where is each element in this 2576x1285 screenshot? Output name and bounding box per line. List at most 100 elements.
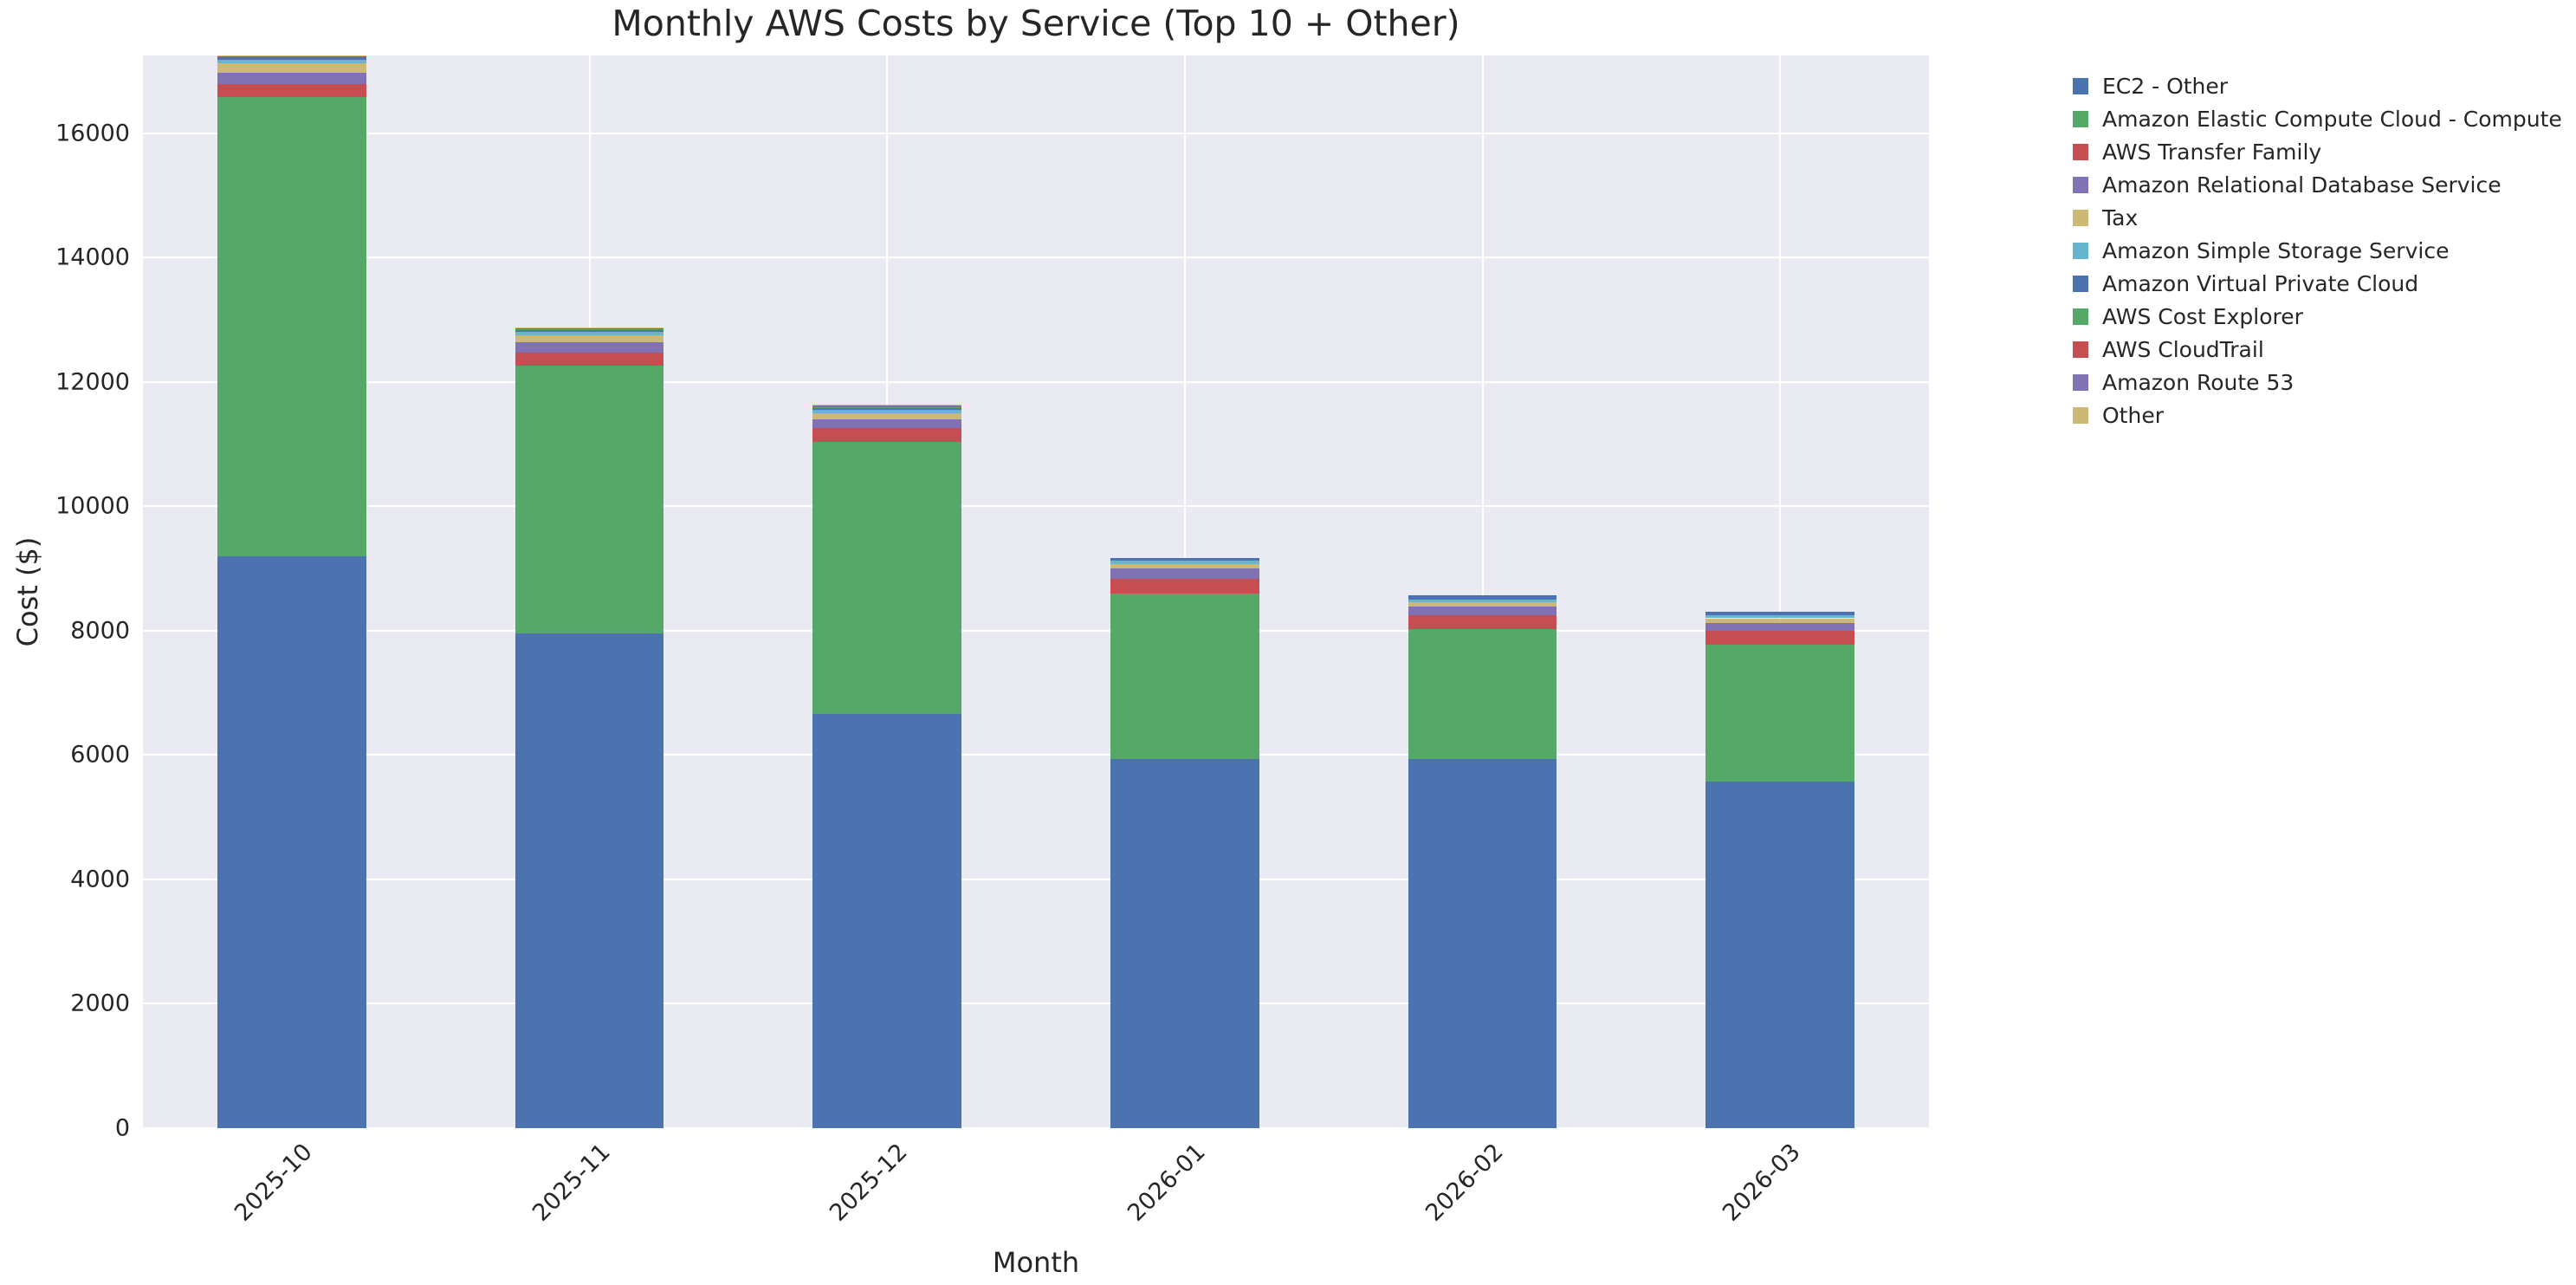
bar-segment-2025-10-amazon-elastic-compute-cloud-compute (217, 97, 366, 557)
legend-swatch-icon (2073, 308, 2088, 325)
bar-segment-2025-10-ec2-other (217, 556, 366, 1128)
xtick-label-2025-10: 2025-10 (230, 1139, 318, 1227)
bar-segment-2026-02-aws-transfer-family (1408, 614, 1557, 630)
bar-segment-2025-11-aws-transfer-family (515, 353, 664, 367)
legend-label: Amazon Virtual Private Cloud (2102, 270, 2419, 296)
bar-segment-2026-01-tax (1110, 564, 1259, 569)
bar-segment-2026-03-amazon-elastic-compute-cloud-compute (1705, 645, 1855, 782)
bar-segment-2025-12-tax (812, 412, 962, 419)
bar-segment-2025-10-amazon-relational-database-service (217, 72, 366, 84)
chart-title: Monthly AWS Costs by Service (Top 10 + O… (612, 3, 1460, 44)
bar-segment-2025-10-amazon-virtual-private-cloud (217, 56, 366, 61)
gridline-y-16000 (143, 132, 1929, 134)
bar-segment-2025-11-ec2-other (515, 633, 664, 1128)
legend-swatch-icon (2073, 275, 2088, 292)
bar-segment-2025-11-aws-cloudtrail (515, 328, 664, 330)
gridline-y-12000 (143, 380, 1929, 383)
legend-item-aws-transfer-family: AWS Transfer Family (2073, 139, 2322, 165)
legend-swatch-icon (2073, 406, 2088, 424)
bar-segment-2025-11-amazon-virtual-private-cloud (515, 329, 664, 333)
bar-segment-2025-10-tax (217, 62, 366, 73)
bar-segment-2026-02-amazon-simple-storage-service (1408, 599, 1557, 602)
plot-area (143, 55, 1929, 1129)
legend-item-amazon-virtual-private-cloud: Amazon Virtual Private Cloud (2073, 270, 2419, 296)
bar-segment-2025-10-amazon-simple-storage-service (217, 60, 366, 63)
legend-swatch-icon (2073, 242, 2088, 259)
legend-item-amazon-relational-database-service: Amazon Relational Database Service (2073, 172, 2502, 198)
gridline-x-2026-02 (1481, 55, 1484, 1128)
bar-segment-2026-02-ec2-other (1408, 758, 1557, 1128)
bar-2025-12 (812, 55, 962, 1128)
bar-segment-2025-12-ec2-other (812, 714, 962, 1128)
legend-label: AWS Transfer Family (2102, 139, 2322, 165)
bar-segment-2025-12-amazon-elastic-compute-cloud-compute (812, 442, 962, 715)
gridline-y-6000 (143, 754, 1929, 756)
ytick-label-6000: 6000 (70, 741, 130, 769)
legend-swatch-icon (2073, 143, 2088, 160)
legend-label: Amazon Relational Database Service (2102, 172, 2502, 198)
bar-segment-2026-03-amazon-virtual-private-cloud (1705, 612, 1855, 615)
legend-swatch-icon (2073, 176, 2088, 193)
gridline-y-0 (143, 1127, 1929, 1129)
legend-label: Amazon Elastic Compute Cloud - Compute (2102, 106, 2562, 132)
bar-2026-03 (1705, 55, 1855, 1128)
bar-segment-2025-12-amazon-virtual-private-cloud (812, 407, 962, 411)
legend-item-aws-cloudtrail: AWS CloudTrail (2073, 336, 2264, 362)
bar-segment-2025-10-aws-cloudtrail (217, 55, 366, 57)
xtick-label-2026-03: 2026-03 (1718, 1139, 1807, 1227)
bar-2026-02 (1408, 55, 1557, 1128)
legend-label: Tax (2102, 204, 2139, 230)
bar-segment-2025-12-aws-transfer-family (812, 427, 962, 443)
legend-item-amazon-elastic-compute-cloud-compute: Amazon Elastic Compute Cloud - Compute (2073, 106, 2562, 132)
ytick-label-8000: 8000 (70, 617, 130, 645)
bar-segment-2025-12-amazon-relational-database-service (812, 419, 962, 428)
bar-segment-2025-12-aws-cloudtrail (812, 406, 962, 408)
bar-2025-11 (515, 55, 664, 1128)
bar-segment-2026-02-tax (1408, 601, 1557, 607)
bar-segment-2026-03-amazon-simple-storage-service (1705, 614, 1855, 619)
bar-segment-2026-01-ec2-other (1110, 758, 1259, 1128)
xtick-label-2025-11: 2025-11 (527, 1139, 616, 1227)
legend-label: AWS Cost Explorer (2102, 303, 2303, 329)
bar-segment-2025-10-aws-transfer-family (217, 84, 366, 98)
legend-swatch-icon (2073, 110, 2088, 127)
ytick-label-0: 0 (114, 1114, 130, 1142)
ytick-label-2000: 2000 (70, 990, 130, 1017)
bar-segment-2026-02-amazon-elastic-compute-cloud-compute (1408, 629, 1557, 759)
legend-label: EC2 - Other (2102, 73, 2229, 99)
x-axis-label: Month (992, 1246, 1080, 1279)
legend-item-tax: Tax (2073, 204, 2139, 230)
legend-item-aws-cost-explorer: AWS Cost Explorer (2073, 303, 2303, 329)
legend-label: Amazon Route 53 (2102, 369, 2294, 395)
gridline-y-14000 (143, 256, 1929, 259)
legend-swatch-icon (2073, 209, 2088, 226)
ytick-label-10000: 10000 (55, 492, 130, 520)
gridline-x-2026-03 (1779, 55, 1782, 1128)
gridline-y-8000 (143, 629, 1929, 632)
bar-segment-2025-12-amazon-route-53 (812, 404, 962, 407)
legend-item-ec2-other: EC2 - Other (2073, 73, 2229, 99)
legend-item-other: Other (2073, 403, 2164, 428)
bar-2025-10 (217, 55, 366, 1128)
legend-item-amazon-simple-storage-service: Amazon Simple Storage Service (2073, 238, 2449, 263)
legend-label: AWS CloudTrail (2102, 336, 2264, 362)
bar-segment-2025-11-amazon-simple-storage-service (515, 332, 664, 336)
gridline-y-4000 (143, 878, 1929, 880)
bar-segment-2026-01-amazon-virtual-private-cloud (1110, 558, 1259, 561)
bar-segment-2026-03-tax (1705, 618, 1855, 623)
xtick-label-2026-02: 2026-02 (1420, 1139, 1509, 1227)
legend-swatch-icon (2073, 77, 2088, 94)
gridline-y-10000 (143, 505, 1929, 508)
legend-swatch-icon (2073, 373, 2088, 391)
ytick-label-16000: 16000 (55, 120, 130, 147)
bar-segment-2026-01-amazon-relational-database-service (1110, 568, 1259, 580)
legend-item-amazon-route-53: Amazon Route 53 (2073, 369, 2294, 395)
ytick-label-12000: 12000 (55, 368, 130, 396)
bar-segment-2026-03-aws-transfer-family (1705, 631, 1855, 646)
legend-swatch-icon (2073, 341, 2088, 358)
xtick-label-2026-01: 2026-01 (1123, 1139, 1211, 1227)
bar-segment-2025-11-amazon-elastic-compute-cloud-compute (515, 366, 664, 634)
bar-segment-2026-03-ec2-other (1705, 781, 1855, 1128)
bar-segment-2026-02-amazon-relational-database-service (1408, 606, 1557, 615)
